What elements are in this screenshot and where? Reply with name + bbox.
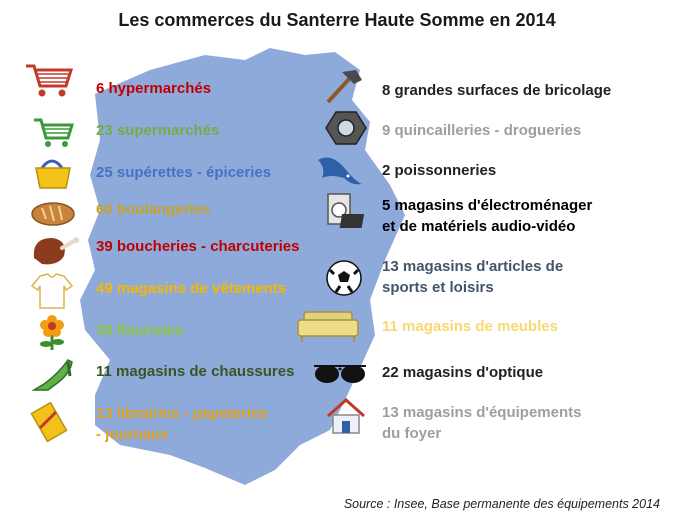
hammer-icon [318, 66, 370, 106]
electromenager-label-line2: et de matériels audio-vidéo [382, 218, 576, 235]
librairies-label: 13 librairies - papeteries - journaux [96, 403, 268, 445]
sports-label-line1: 13 magasins d'articles de [382, 258, 564, 275]
page-title: Les commerces du Santerre Haute Somme en… [118, 10, 556, 30]
bread-icon [28, 194, 80, 234]
sports-label: 13 magasins d'articles de sports et lois… [382, 256, 563, 298]
equipements-foyer-label: 13 magasins d'équipements du foyer [382, 402, 581, 444]
soccer-ball-icon [318, 258, 370, 298]
electromenager-label: 5 magasins d'électroménager et de matéri… [382, 195, 592, 237]
clothes-icon [26, 270, 78, 310]
poissonneries-label: 2 poissonneries [382, 162, 497, 179]
source-note: Source : Insee, Base permanente des équi… [343, 497, 660, 511]
fish-icon [312, 148, 364, 188]
glasses-icon [312, 352, 368, 392]
shoe-icon [28, 354, 80, 394]
sofa-icon [296, 306, 360, 346]
supermarches-label: 23 supermarchés [96, 122, 220, 139]
equipements-foyer-label-line1: 13 magasins d'équipements [382, 404, 582, 421]
ham-icon [28, 230, 80, 270]
house-icon [320, 396, 372, 436]
quincailleries-label: 9 quincailleries - drogueries [382, 122, 582, 139]
chaussures-label: 11 magasins de chaussures [96, 363, 295, 380]
shopping-cart-icon [22, 60, 74, 100]
sports-label-line2: sports et loisirs [382, 279, 494, 296]
optique-label: 22 magasins d'optique [382, 364, 544, 381]
superettes-label: 25 supérettes - épiceries [96, 164, 272, 181]
boucheries-label: 39 boucheries - charcuteries [96, 238, 300, 255]
equipements-foyer-label-line2: du foyer [382, 425, 442, 442]
press-icon [26, 402, 78, 442]
fleuristes-label: 38 fleuristes [96, 322, 184, 339]
meubles-label: 11 magasins de meubles [382, 318, 558, 335]
hypermarches-label: 6 hypermarchés [96, 80, 212, 97]
librairies-label-line1: 13 librairies - papeteries [96, 405, 268, 422]
nut-icon [320, 108, 372, 148]
basket-icon [28, 152, 80, 192]
vetements-label: 49 magasins de vêtements [96, 280, 287, 297]
librairies-label-line2: - journaux [96, 426, 169, 443]
boulangeries-label: 60 boulangeries [96, 201, 211, 218]
appliance-icon [322, 192, 374, 232]
bricolage-label: 8 grandes surfaces de bricolage [382, 82, 612, 99]
flower-icon [28, 312, 80, 352]
small-cart-icon [28, 112, 80, 152]
electromenager-label-line1: 5 magasins d'électroménager [382, 197, 593, 214]
